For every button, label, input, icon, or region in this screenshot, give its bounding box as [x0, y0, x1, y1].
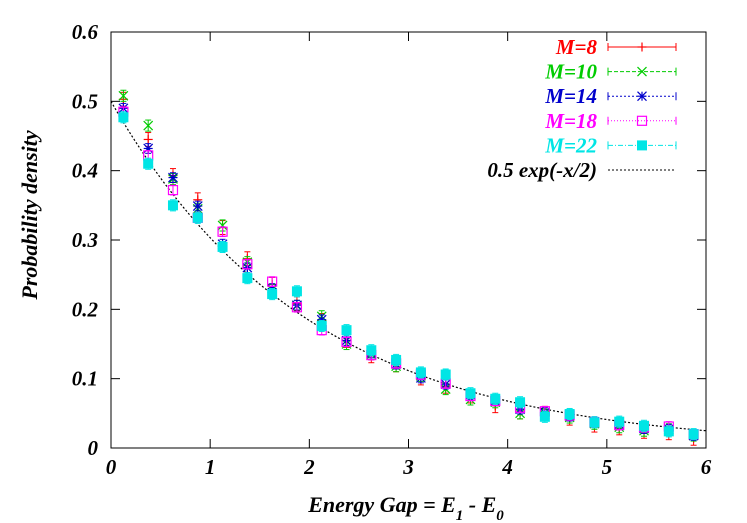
- x-tick-label: 0: [106, 455, 117, 479]
- data-point: [663, 425, 674, 438]
- data-point: [291, 285, 302, 298]
- reference-curve-layer: [110, 101, 707, 432]
- data-point: [217, 226, 228, 238]
- y-axis-label: Probability density: [17, 130, 42, 301]
- data-point: [267, 288, 278, 301]
- data-point: [118, 111, 129, 124]
- y-tick-label: 0.1: [72, 367, 98, 391]
- data-layer: [118, 89, 699, 446]
- legend-item: 0.5 exp(-x/2): [487, 158, 676, 182]
- y-tick-label: 0.5: [72, 89, 98, 113]
- legend-label: M=8: [555, 35, 598, 59]
- legend: M=8M=10M=14M=18M=220.5 exp(-x/2): [487, 35, 677, 182]
- data-point: [564, 407, 575, 421]
- data-point: [440, 368, 451, 381]
- axes: 0 1 2 3 4 5 6 0 0.1 0.2 0.3 0.4 0.5 0.6: [72, 20, 712, 479]
- x-tick-label: 6: [701, 455, 712, 479]
- data-point: [192, 211, 203, 224]
- legend-item: M=18: [544, 109, 677, 133]
- data-point: [341, 336, 352, 348]
- x-tick-label: 5: [602, 455, 613, 479]
- data-point: [391, 353, 402, 366]
- data-point: [614, 415, 625, 428]
- x-axis-label-sub1: 1: [456, 508, 464, 523]
- y-tick-label: 0.3: [72, 228, 98, 252]
- data-point: [192, 200, 203, 212]
- data-point: [242, 272, 253, 285]
- data-point: [167, 184, 179, 196]
- x-axis-label-main: Energy Gap = E: [307, 492, 456, 517]
- data-point: [341, 324, 352, 337]
- x-tick-label: 1: [205, 455, 216, 479]
- data-point: [639, 419, 650, 432]
- data-point: [217, 240, 228, 253]
- x-tick-label: 2: [303, 455, 315, 479]
- x-axis-label-sub2: 0: [496, 508, 504, 523]
- series-m18: [118, 106, 699, 440]
- data-point: [490, 392, 501, 405]
- legend-label: 0.5 exp(-x/2): [487, 158, 597, 182]
- reference-curve: [110, 101, 707, 432]
- data-point: [168, 172, 178, 183]
- x-axis-label-mid: - E: [463, 492, 496, 517]
- legend-item: M=8: [555, 35, 677, 59]
- x-tick-label: 4: [501, 455, 513, 479]
- y-tick-label: 0.4: [72, 159, 98, 183]
- data-point: [465, 387, 476, 400]
- data-point: [242, 258, 253, 270]
- legend-item: M=14: [544, 84, 677, 108]
- data-point: [167, 199, 178, 212]
- legend-label: M=18: [544, 109, 597, 133]
- data-point: [515, 396, 526, 409]
- data-point: [589, 416, 600, 429]
- x-tick-label: 3: [402, 455, 414, 479]
- data-point: [118, 89, 129, 102]
- plot-frame: [110, 31, 707, 449]
- data-point: [143, 157, 154, 170]
- data-point: [291, 301, 303, 313]
- series-m14: [118, 102, 699, 441]
- y-tick-label: 0.2: [72, 297, 99, 321]
- data-point: [143, 119, 154, 132]
- legend-label: M=14: [544, 84, 597, 108]
- legend-item: M=10: [544, 60, 677, 84]
- data-point: [366, 344, 377, 357]
- data-point: [267, 276, 278, 287]
- y-tick-label: 0.6: [72, 20, 99, 44]
- x-axis-label: Energy Gap = E1 - E0: [307, 492, 504, 523]
- legend-label: M=10: [544, 60, 597, 84]
- data-point: [415, 366, 426, 379]
- data-point: [539, 410, 550, 423]
- data-point: [688, 428, 699, 441]
- legend-item: M=22: [544, 133, 677, 157]
- series-m22: [118, 111, 699, 441]
- data-point: [316, 319, 327, 333]
- legend-label: M=22: [544, 133, 597, 157]
- series-m10: [118, 89, 699, 442]
- y-tick-label: 0: [88, 436, 99, 460]
